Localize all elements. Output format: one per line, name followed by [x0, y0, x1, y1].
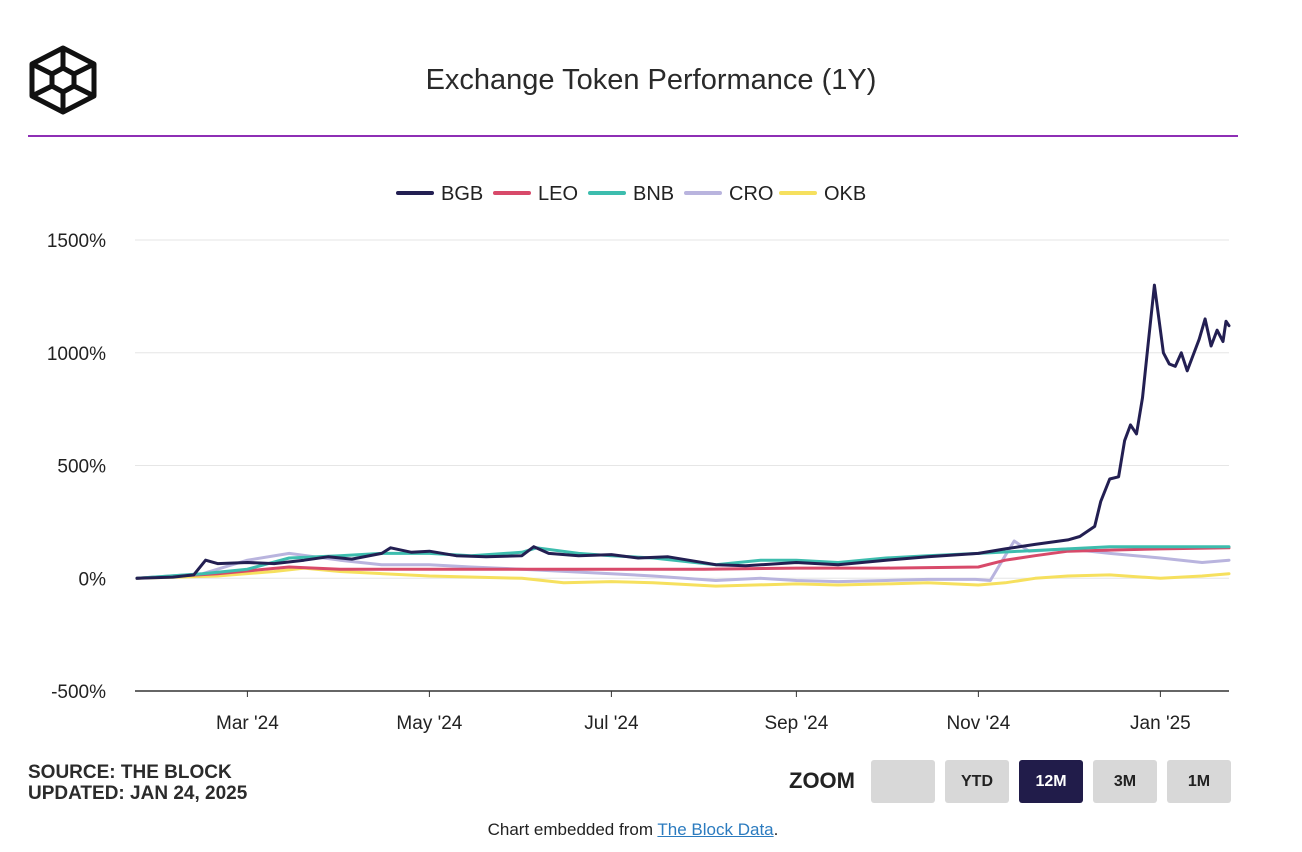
series-line-bgb[interactable]: [135, 283, 1231, 580]
zoom-button-12m[interactable]: 12M: [1019, 760, 1083, 803]
zoom-button-1m[interactable]: 1M: [1167, 760, 1231, 803]
embed-prefix: Chart embedded from: [487, 820, 658, 839]
legend-label-leo[interactable]: LEO: [538, 183, 578, 205]
x-tick-label: Jan '25: [1130, 713, 1191, 734]
zoom-button-3m[interactable]: 3M: [1093, 760, 1157, 803]
x-tick-label: Nov '24: [946, 713, 1010, 734]
chart-legend: BGB LEO BNB CRO OKB: [396, 183, 866, 205]
grid-layer: [135, 239, 1229, 692]
y-tick-label: 500%: [57, 457, 106, 478]
title-divider: [28, 135, 1238, 137]
y-tick-label: 0%: [79, 569, 107, 590]
source-info: SOURCE: THE BLOCK UPDATED: JAN 24, 2025: [28, 762, 247, 804]
embed-credit: Chart embedded from The Block Data.: [0, 820, 1266, 840]
source-label: SOURCE: THE BLOCK: [28, 762, 232, 783]
legend-label-bnb[interactable]: BNB: [633, 183, 674, 205]
series-layer: [135, 283, 1231, 588]
y-tick-label: 1000%: [47, 344, 106, 365]
zoom-label: ZOOM: [789, 768, 855, 793]
updated-label: UPDATED: JAN 24, 2025: [28, 783, 248, 804]
x-tick-label: May '24: [396, 713, 462, 734]
series-line-okb[interactable]: [135, 566, 1231, 588]
legend-label-okb[interactable]: OKB: [824, 183, 866, 205]
the-block-logo-icon: [29, 45, 97, 115]
legend-label-bgb[interactable]: BGB: [441, 183, 483, 205]
x-tick-label: Jul '24: [584, 713, 639, 734]
zoom-button-ytd[interactable]: YTD: [945, 760, 1009, 803]
series-line-leo[interactable]: [135, 546, 1231, 580]
embed-suffix: .: [773, 820, 779, 839]
axis-layer: 1500% 1000% 500% 0% -500% Mar '24 May '24 Jul '…: [47, 231, 1191, 734]
legend-label-cro[interactable]: CRO: [729, 183, 773, 205]
zoom-button-all[interactable]: [871, 760, 935, 803]
x-tick-label: Mar '24: [216, 713, 279, 734]
y-tick-label: -500%: [51, 682, 106, 703]
x-tick-label: Sep '24: [764, 713, 828, 734]
chart-title: Exchange Token Performance (1Y): [425, 64, 877, 96]
y-tick-label: 1500%: [47, 231, 106, 252]
the-block-data-link[interactable]: The Block Data: [657, 820, 774, 839]
